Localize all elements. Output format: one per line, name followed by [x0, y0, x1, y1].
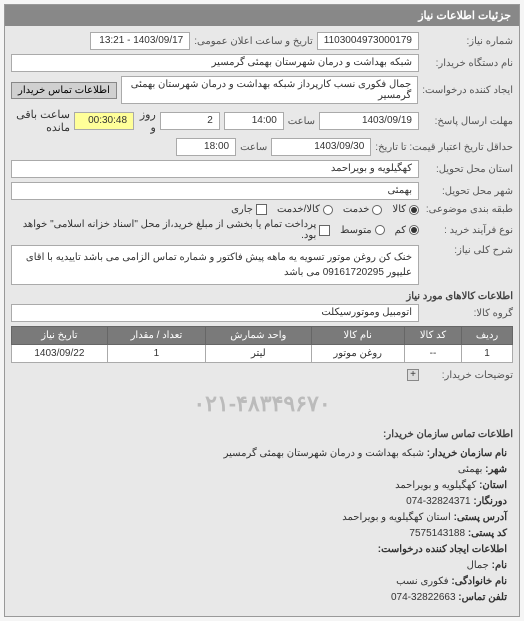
buyer-notes-label: توضیحات خریدار:	[423, 370, 513, 381]
province-value: کهگیلویه و بویراحمد	[11, 160, 419, 178]
deadline-time: 14:00	[224, 112, 284, 130]
validity-time: 18:00	[176, 138, 236, 156]
desc-text: خنک کن روغن موتور تسویه یه ماهه پیش فاکت…	[11, 245, 419, 285]
desc-label: شرح کلی نیاز:	[423, 245, 513, 256]
creator-value: جمال فکوری نسب کارپرداز شبکه بهداشت و در…	[121, 76, 418, 104]
city-value: بهمئی	[11, 182, 419, 200]
process-group: کم متوسط پرداخت تمام یا بخشی از مبلغ خری…	[11, 219, 419, 241]
need-number-label: شماره نیاز:	[423, 36, 513, 47]
checkbox-jaari[interactable]	[256, 204, 267, 215]
radio-med[interactable]	[375, 225, 385, 235]
th-code: کد کالا	[404, 327, 461, 345]
radio-kala[interactable]	[409, 205, 419, 215]
need-details-panel: جزئیات اطلاعات نیاز شماره نیاز: 11030049…	[4, 4, 520, 617]
expand-icon[interactable]: +	[407, 369, 419, 381]
validity-time-label: ساعت	[240, 142, 267, 153]
category-label: طبقه بندی موضوعی:	[423, 204, 513, 215]
th-qty: تعداد / مقدار	[107, 327, 205, 345]
announce-value: 1403/09/17 - 13:21	[90, 32, 190, 50]
deadline-date: 1403/09/19	[319, 112, 419, 130]
buyer-device-label: نام دستگاه خریدار:	[423, 58, 513, 69]
days-count: 2	[160, 112, 220, 130]
province-label: استان محل تحویل:	[423, 164, 513, 175]
goods-group-label: گروه کالا:	[423, 308, 513, 319]
radio-khedmat[interactable]	[372, 205, 382, 215]
panel-title: جزئیات اطلاعات نیاز	[5, 5, 519, 26]
days-label: روز و	[138, 108, 156, 134]
th-date: تاریخ نیاز	[12, 327, 108, 345]
goods-group: اتومبیل وموتورسیکلت	[11, 304, 419, 322]
need-number: 1103004973000179	[317, 32, 419, 50]
watermark-phone: ۰۲۱-۴۸۳۴۹۶۷۰	[193, 391, 330, 416]
deadline-time-label: ساعت	[288, 116, 315, 127]
category-group: کالا خدمت کالا/خدمت جاری	[231, 204, 419, 215]
radio-kala-khedmat[interactable]	[323, 205, 333, 215]
city-label: شهر محل تحویل:	[423, 186, 513, 197]
announce-label: تاریخ و ساعت اعلان عمومی:	[194, 36, 313, 47]
org-info-title: اطلاعات تماس سازمان خریدار:	[11, 429, 513, 440]
th-unit: واحد شمارش	[206, 327, 311, 345]
buyer-device: شبکه بهداشت و درمان شهرستان بهمئی گرمسیر	[11, 54, 419, 72]
goods-table: ردیف کد کالا نام کالا واحد شمارش تعداد /…	[11, 326, 513, 363]
creator-label: ایجاد کننده درخواست:	[422, 85, 513, 96]
table-row: 1 -- روغن موتور لیتر 1 1403/09/22	[12, 345, 513, 363]
th-name: نام کالا	[311, 327, 404, 345]
deadline-send-label: مهلت ارسال پاسخ:	[423, 116, 513, 127]
contact-buyer-button[interactable]: اطلاعات تماس خریدار	[11, 82, 117, 99]
remain-time: 00:30:48	[74, 112, 134, 130]
remain-label: ساعت باقی مانده	[11, 108, 70, 134]
org-info-block: نام سازمان خریدار: شبکه بهداشت و درمان ش…	[11, 442, 513, 610]
radio-low[interactable]	[409, 225, 419, 235]
checkbox-treasury[interactable]	[319, 225, 330, 236]
validity-date: 1403/09/30	[271, 138, 371, 156]
validity-label: حداقل تاریخ اعتبار قیمت: تا تاریخ:	[375, 142, 513, 153]
th-row: ردیف	[462, 327, 513, 345]
goods-info-title: اطلاعات کالاهای مورد نیاز	[11, 291, 513, 302]
process-label: نوع فرآیند خرید :	[423, 225, 513, 236]
